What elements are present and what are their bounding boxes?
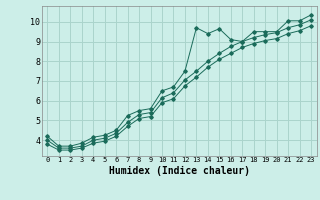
X-axis label: Humidex (Indice chaleur): Humidex (Indice chaleur) [109, 166, 250, 176]
